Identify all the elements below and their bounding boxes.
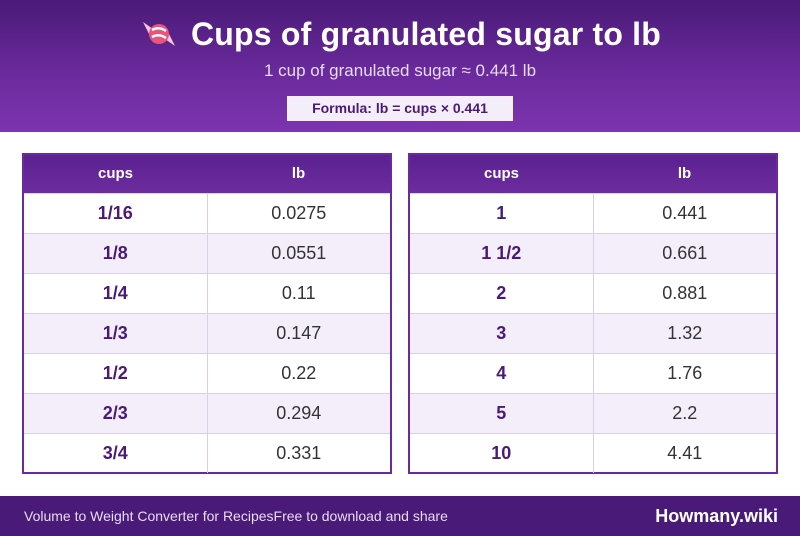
lb-cell: 0.11 — [206, 272, 390, 313]
table-left: cups lb 1/16 0.0275 1/8 0.0551 1/4 0.11 1/3… — [24, 155, 390, 473]
cups-cell: 1/8 — [24, 232, 207, 273]
footer-text: Volume to Weight Converter for RecipesFr… — [24, 496, 448, 536]
table-row: 1/3 0.147 — [24, 312, 390, 353]
cups-cell: 1/2 — [24, 352, 207, 393]
table-row: 3/4 0.331 — [24, 432, 390, 473]
title-row: Cups of granulated sugar to lb — [0, 12, 800, 56]
conversion-table-left: cups lb 1/16 0.0275 1/8 0.0551 1/4 0.11 1/3… — [22, 153, 392, 474]
table-row: 1/2 0.22 — [24, 352, 390, 393]
lb-cell: 0.147 — [206, 312, 390, 353]
footer-bar: Volume to Weight Converter for RecipesFr… — [0, 496, 800, 536]
table-row: 1/4 0.11 — [24, 272, 390, 313]
candy-icon — [142, 22, 175, 46]
table-row: 1 1/2 0.661 — [410, 232, 776, 273]
lb-cell: 0.294 — [206, 392, 390, 433]
cups-cell: 1/4 — [24, 272, 207, 313]
table-header-row: cups lb — [24, 155, 390, 193]
formula-badge: Formula: lb = cups × 0.441 — [287, 96, 513, 121]
conversion-table-right: cups lb 1 0.441 1 1/2 0.661 2 0.881 3 1.32 4… — [408, 153, 778, 474]
column-header-cups: cups — [410, 155, 593, 193]
lb-cell: 4.41 — [592, 432, 776, 473]
table-row: 1 0.441 — [410, 192, 776, 233]
lb-cell: 0.441 — [592, 192, 776, 233]
column-header-lb: lb — [207, 155, 390, 193]
cups-cell: 3 — [410, 312, 593, 353]
table-row: 5 2.2 — [410, 392, 776, 433]
brand-logo-text[interactable]: Howmany.wiki — [655, 506, 778, 526]
lb-cell: 0.881 — [592, 272, 776, 313]
page-title: Cups of granulated sugar to lb — [190, 15, 661, 52]
cups-cell: 1/3 — [24, 312, 207, 353]
footer-tagline: Volume to Weight Converter for Recipes — [24, 508, 274, 524]
column-header-lb: lb — [593, 155, 776, 193]
table-right: cups lb 1 0.441 1 1/2 0.661 2 0.881 3 1.32 4… — [410, 155, 776, 473]
lb-cell: 2.2 — [592, 392, 776, 433]
lb-cell: 0.331 — [206, 432, 390, 473]
table-row: 3 1.32 — [410, 312, 776, 353]
cups-cell: 5 — [410, 392, 593, 433]
lb-cell: 0.22 — [206, 352, 390, 393]
header-banner: Cups of granulated sugar to lb 1 cup of … — [0, 0, 800, 132]
cups-cell: 4 — [410, 352, 593, 393]
lb-cell: 1.32 — [592, 312, 776, 353]
cups-cell: 1 1/2 — [410, 232, 593, 273]
cups-cell: 2/3 — [24, 392, 207, 433]
cups-cell: 10 — [410, 432, 593, 473]
table-row: 10 4.41 — [410, 432, 776, 473]
table-row: 1/16 0.0275 — [24, 192, 390, 233]
table-row: 2/3 0.294 — [24, 392, 390, 433]
lb-cell: 1.76 — [592, 352, 776, 393]
subtitle: 1 cup of granulated sugar ≈ 0.441 lb — [263, 61, 537, 80]
footer-share-note: Free to download and share — [273, 508, 448, 524]
table-row: 2 0.881 — [410, 272, 776, 313]
cups-cell: 1 — [410, 192, 593, 233]
table-row: 1/8 0.0551 — [24, 232, 390, 273]
column-header-cups: cups — [24, 155, 207, 193]
table-row: 4 1.76 — [410, 352, 776, 393]
cups-cell: 3/4 — [24, 432, 207, 473]
lb-cell: 0.661 — [592, 232, 776, 273]
lb-cell: 0.0275 — [206, 192, 390, 233]
table-header-row: cups lb — [410, 155, 776, 193]
cups-cell: 1/16 — [24, 192, 207, 233]
cups-cell: 2 — [410, 272, 593, 313]
lb-cell: 0.0551 — [206, 232, 390, 273]
